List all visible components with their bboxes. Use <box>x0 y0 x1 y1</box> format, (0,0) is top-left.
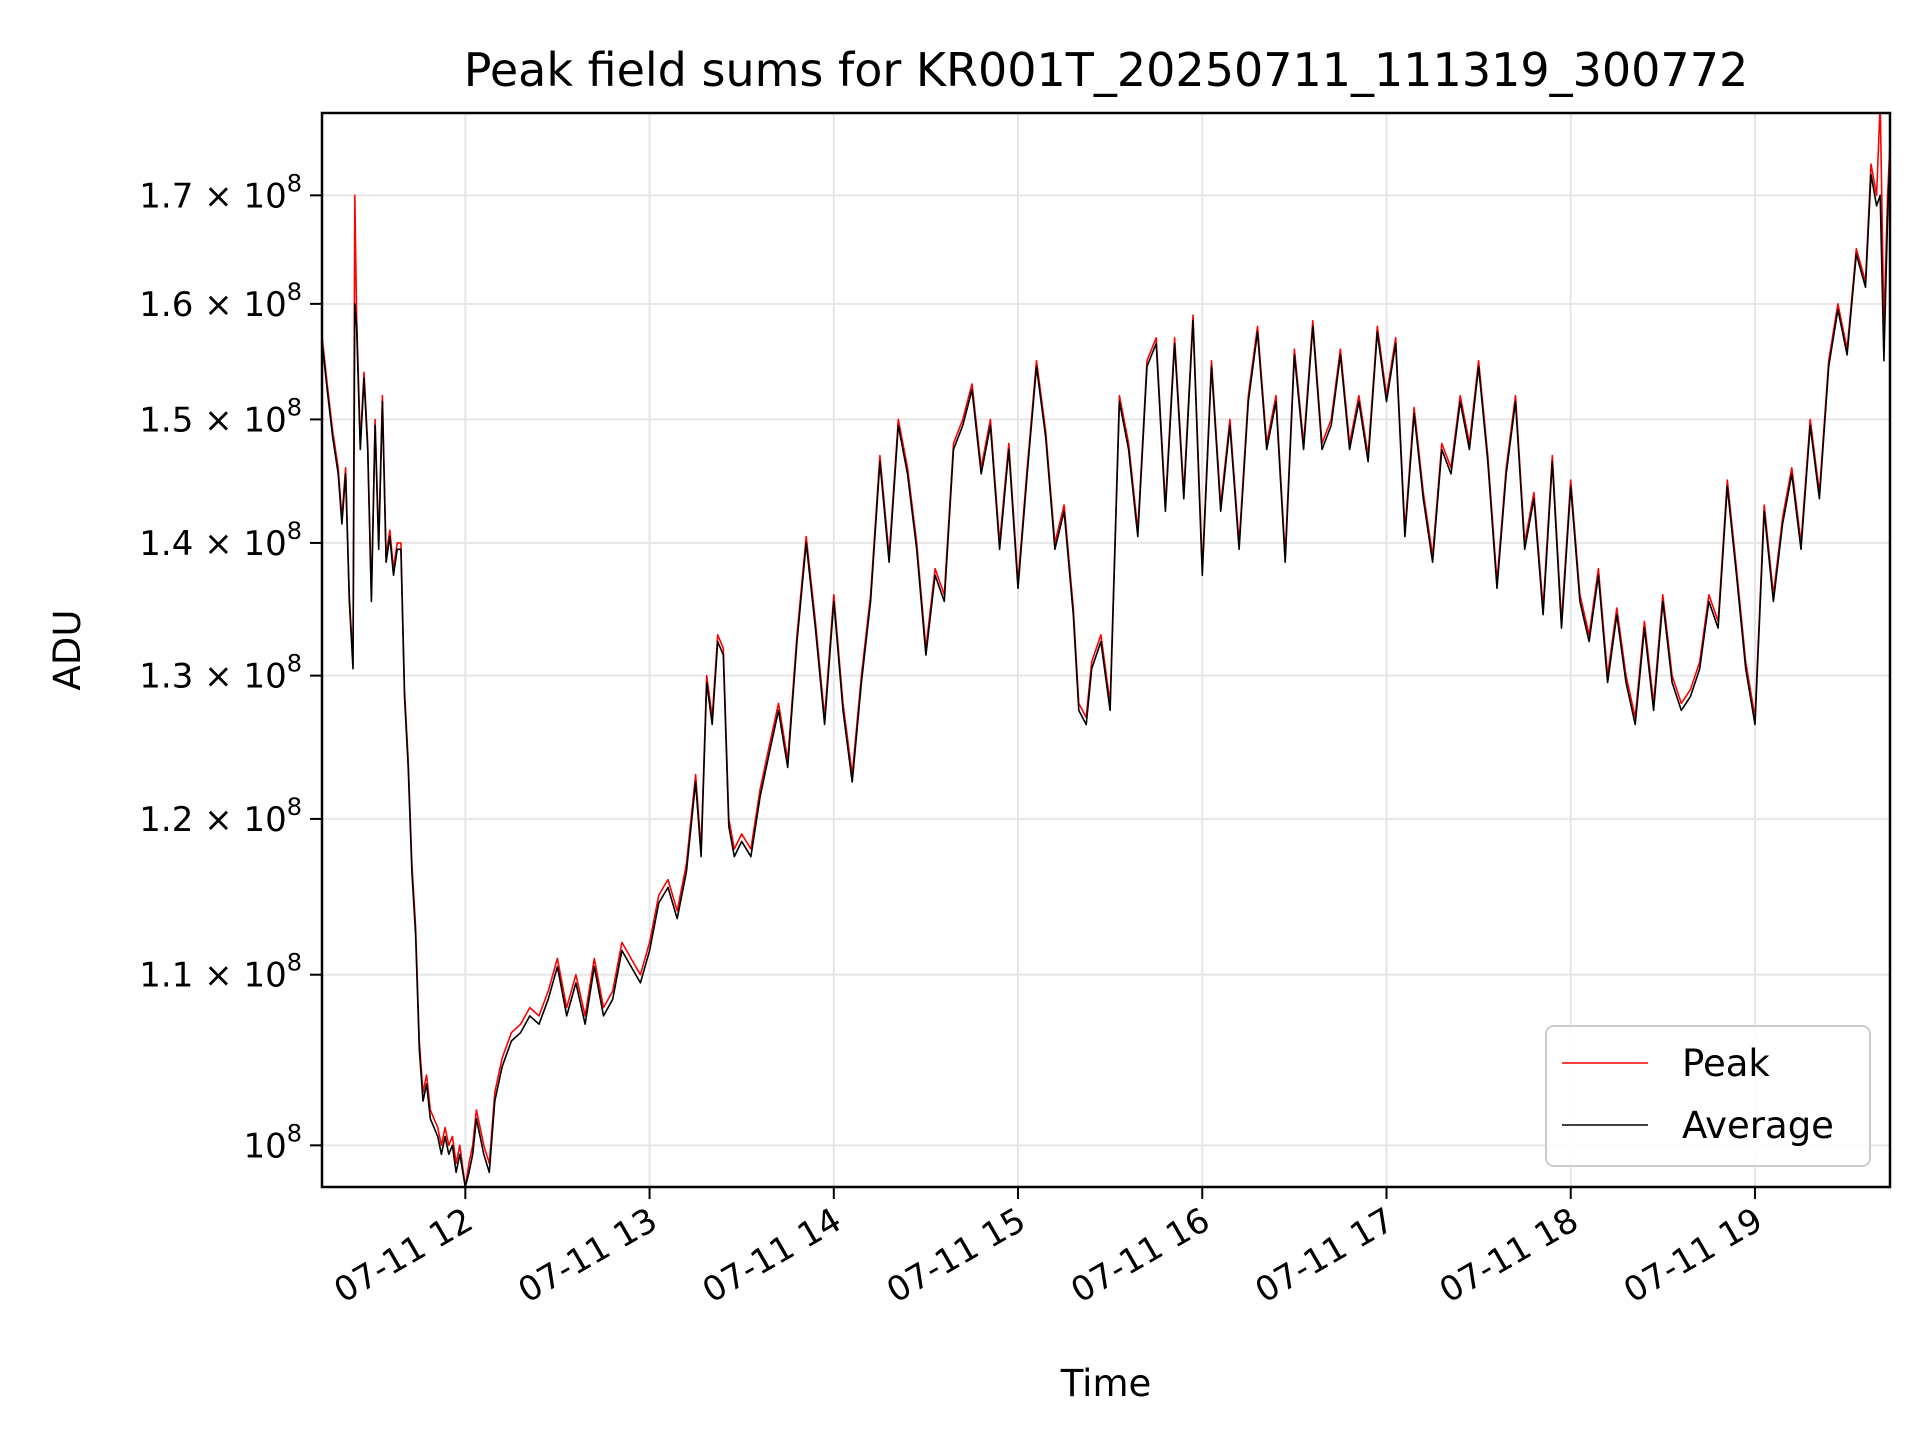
series-layer <box>322 113 1890 1187</box>
plot-frame <box>320 111 1892 1189</box>
y-tick-label: 1.2 × 108 <box>139 793 302 840</box>
x-axis-label: Time <box>1060 1362 1152 1405</box>
legend-box <box>1545 1025 1871 1167</box>
y-axis-label: ADU <box>46 610 89 691</box>
y-tick-label: 1.5 × 108 <box>139 393 302 440</box>
y-tick-label: 1.3 × 108 <box>139 650 302 697</box>
legend: Peak Average <box>1545 1025 1871 1167</box>
chart-title: Peak field sums for KR001T_20250711_1113… <box>464 43 1748 97</box>
series-line-average <box>322 153 1890 1187</box>
legend-peak-label: Peak <box>1682 1042 1770 1085</box>
y-tick-label: 1.4 × 108 <box>139 517 302 564</box>
y-tick-label: 108 <box>243 1119 302 1166</box>
y-tick-label: 1.6 × 108 <box>139 278 302 325</box>
y-tick-label: 1.7 × 108 <box>139 169 302 216</box>
y-tick-label: 1.1 × 108 <box>139 949 302 996</box>
legend-average-label: Average <box>1682 1104 1834 1147</box>
grid-layer <box>322 113 1890 1187</box>
